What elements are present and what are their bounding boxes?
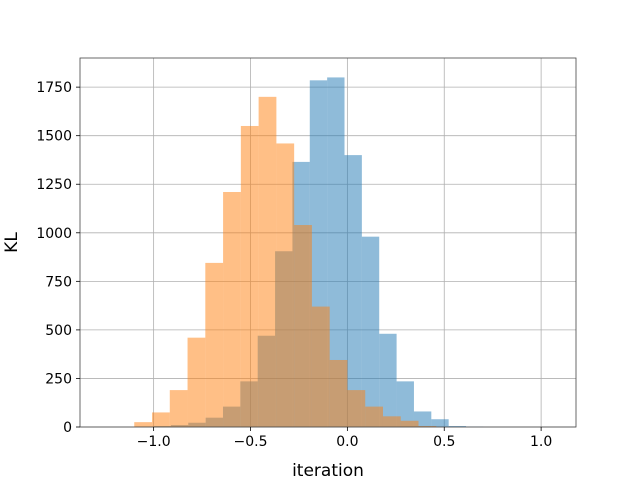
- x-tick-label: −1.0: [137, 434, 171, 450]
- plot-frame: [79, 57, 577, 428]
- x-tick-label: 0.5: [433, 434, 455, 450]
- histogram-bar-series-1: [361, 236, 380, 427]
- histogram-bar-series-2: [152, 412, 170, 427]
- histogram-bar-series-2: [294, 225, 312, 427]
- histogram-bar-series-2: [134, 422, 153, 427]
- x-tick-label: 0.0: [336, 434, 358, 450]
- histogram-bar-series-1: [396, 381, 414, 427]
- histogram-bar-series-2: [187, 337, 206, 427]
- histogram-bar-series-1: [379, 333, 397, 427]
- histogram-bar-series-1: [448, 426, 467, 427]
- histogram-bar-series-2: [240, 125, 259, 427]
- x-tick-label: 1.0: [530, 434, 552, 450]
- histogram-bar-series-1: [344, 155, 362, 427]
- histogram-bar-series-1: [431, 419, 449, 427]
- histogram-bar-series-2: [205, 262, 224, 427]
- histogram-bar-series-1: [327, 77, 345, 427]
- histogram-bar-series-2: [169, 390, 188, 427]
- histogram-bar-series-2: [329, 359, 348, 427]
- y-tick-label: 250: [45, 371, 72, 387]
- tick-labels: −1.0 −0.5 0.0 0.5 1.0 0 250 500 750 1000 1250 1500 1…: [36, 80, 552, 450]
- histogram-bar-series-2: [258, 96, 277, 427]
- y-tick-label: 1750: [36, 80, 72, 96]
- y-tick-label: 1250: [36, 177, 72, 193]
- histogram-bar-series-2: [276, 143, 295, 427]
- histogram-bar-series-2: [365, 406, 383, 427]
- histogram-bar-series-2: [223, 192, 241, 427]
- histogram-bar-series-2: [347, 390, 366, 427]
- histogram-bar-series-2: [382, 416, 401, 427]
- y-tick-label: 1500: [36, 129, 72, 145]
- histogram-bar-series-2: [400, 420, 419, 427]
- x-axis-label: iteration: [292, 461, 364, 480]
- ticks: [76, 86, 542, 431]
- y-tick-label: 0: [63, 420, 72, 436]
- bars: [134, 77, 484, 427]
- x-tick-label: −0.5: [234, 434, 268, 450]
- y-axis-label: KL: [2, 232, 22, 253]
- y-tick-label: 750: [45, 274, 72, 290]
- histogram-bar-series-2: [311, 306, 330, 427]
- histogram-bar-series-2: [418, 426, 437, 427]
- y-tick-label: 1000: [36, 226, 72, 242]
- y-tick-label: 500: [45, 323, 72, 339]
